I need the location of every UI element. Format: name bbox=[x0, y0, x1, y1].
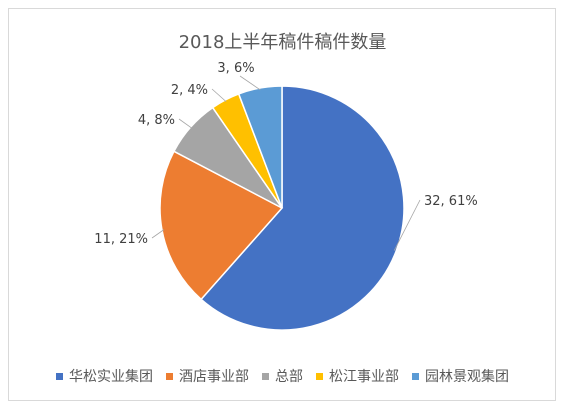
data-label-songjiang-division: 2, 4% bbox=[171, 83, 208, 98]
legend-label: 酒店事业部 bbox=[179, 369, 249, 385]
legend-swatch bbox=[166, 372, 173, 380]
leader-line-headquarters bbox=[178, 118, 193, 129]
chart-title: 2018上半年稿件稿件数量 bbox=[178, 32, 387, 53]
pie-slice-hotel-division bbox=[159, 150, 284, 301]
data-label-landscape-group: 3, 6% bbox=[217, 61, 254, 76]
pie-slice-landscape-group bbox=[237, 85, 283, 209]
legend-item-hotel-division: 酒店事业部 bbox=[166, 366, 249, 386]
legend-label: 松江事业部 bbox=[329, 369, 399, 385]
leader-line-hotel-division bbox=[151, 229, 165, 239]
legend-item-headquarters: 总部 bbox=[262, 366, 303, 386]
legend-swatch bbox=[56, 372, 63, 380]
legend-item-huasong-industrial-group: 华松实业集团 bbox=[56, 366, 153, 386]
legend-item-songjiang-division: 松江事业部 bbox=[316, 366, 399, 386]
data-label-headquarters: 4, 8% bbox=[138, 113, 175, 128]
legend-swatch bbox=[412, 372, 419, 380]
legend-label: 华松实业集团 bbox=[69, 369, 153, 385]
legend-label: 园林景观集团 bbox=[425, 369, 509, 385]
legend-label: 总部 bbox=[275, 369, 303, 385]
data-label-huasong-industrial-group: 32, 61% bbox=[424, 194, 478, 209]
leader-line-huasong-industrial-group bbox=[393, 199, 421, 251]
pie-slice-huasong-industrial-group bbox=[200, 85, 405, 331]
legend-swatch bbox=[262, 372, 269, 380]
chart-legend: 华松实业集团 酒店事业部 总部 松江事业部 园林景观集团 bbox=[0, 364, 565, 388]
data-label-hotel-division: 11, 21% bbox=[94, 232, 148, 247]
legend-swatch bbox=[316, 372, 323, 380]
leader-line-landscape-group bbox=[239, 75, 261, 91]
leader-line-songjiang-division bbox=[211, 88, 227, 103]
legend-item-landscape-group: 园林景观集团 bbox=[412, 366, 509, 386]
